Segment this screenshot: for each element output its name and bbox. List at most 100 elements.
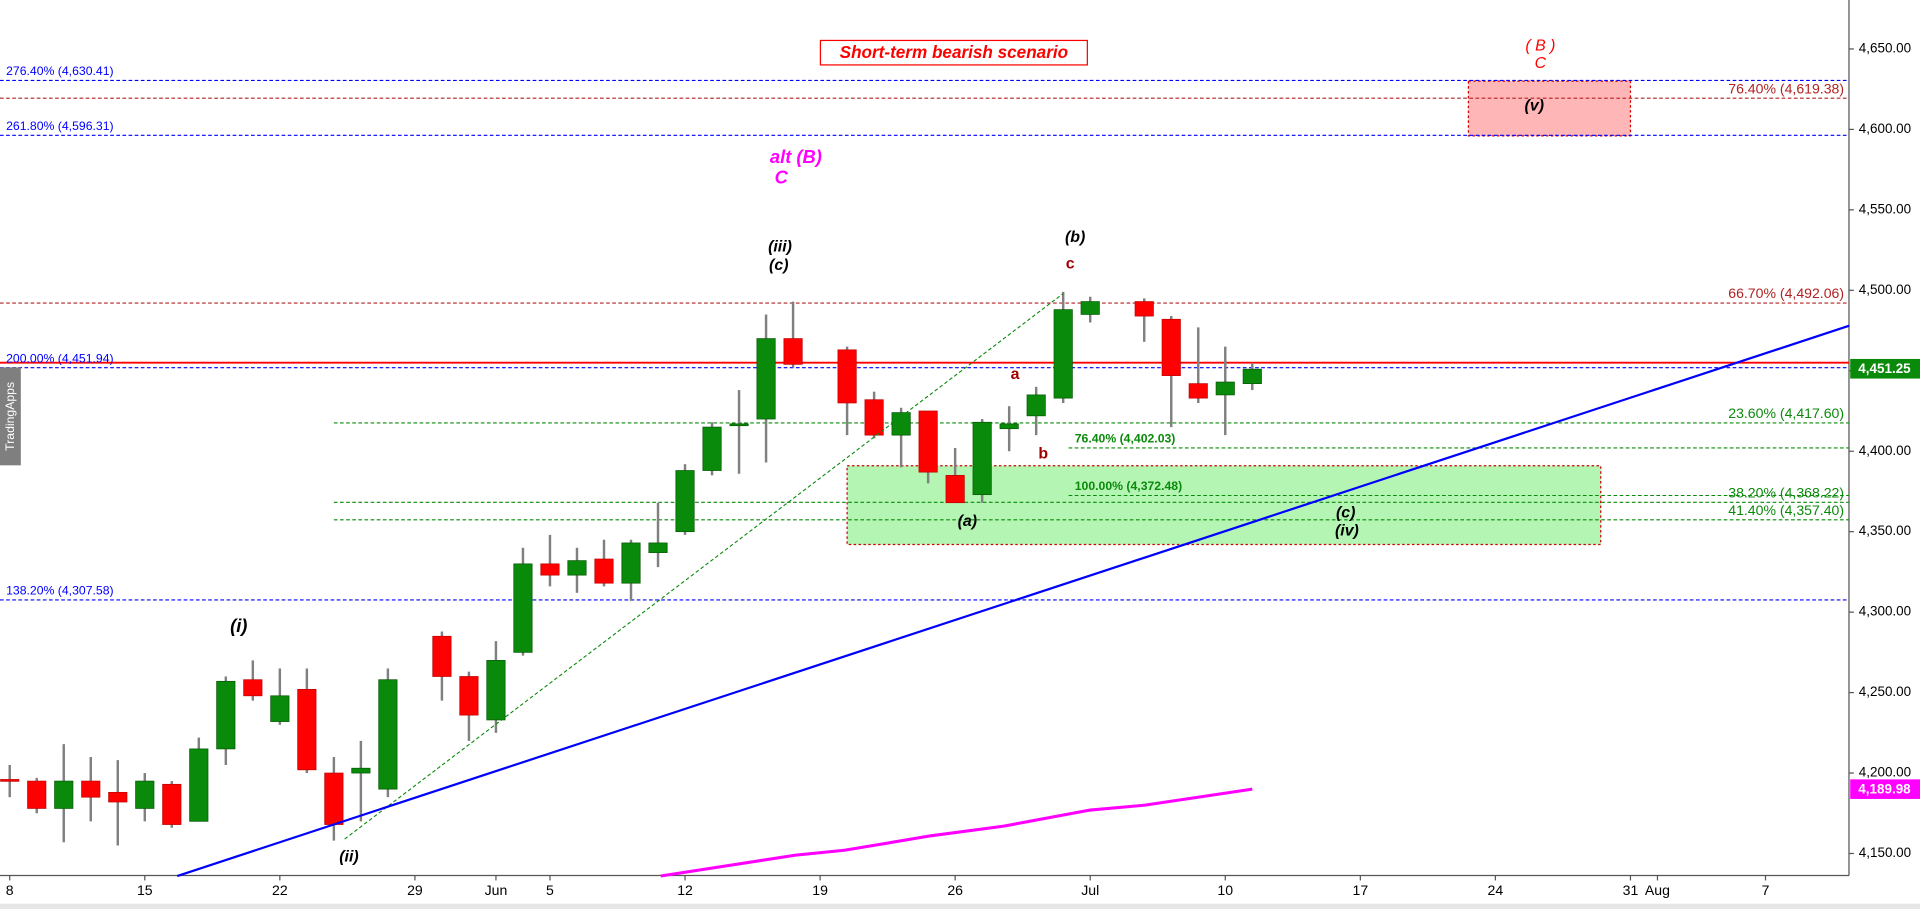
y-tick-label: 4,500.00 <box>1859 282 1911 297</box>
price-tag <box>1850 358 1920 379</box>
candle-body <box>81 780 101 798</box>
zone <box>1467 80 1632 137</box>
level-label: 41.40% (4,357.40) <box>1728 502 1844 518</box>
level-label: 100.00% (4,372.48) <box>1075 479 1182 493</box>
candle-body <box>297 689 317 771</box>
plot-layer <box>0 291 1850 878</box>
candle-body <box>486 660 506 721</box>
level-label: 76.40% (4,619.38) <box>1728 80 1844 96</box>
candle-body <box>648 542 668 553</box>
wave-label: a <box>1011 366 1020 383</box>
x-tick-label: Jun <box>485 882 508 898</box>
wave-label: C <box>1535 55 1547 72</box>
wave-label: (c) <box>1336 504 1355 521</box>
chart-title: Short-term bearish scenario <box>840 42 1068 62</box>
x-tick-label: 5 <box>546 882 554 898</box>
x-tick-label: 24 <box>1488 882 1504 898</box>
candle-body <box>594 558 614 584</box>
x-tick-label: 19 <box>812 882 828 898</box>
x-tick-label: 12 <box>677 882 693 898</box>
candle-body <box>1215 381 1235 396</box>
level-label: 76.40% (4,402.03) <box>1075 432 1176 446</box>
level-label: 66.70% (4,492.06) <box>1728 285 1844 301</box>
candle-body <box>135 780 155 809</box>
candle-body <box>27 780 47 809</box>
wave-label: (i) <box>230 615 247 636</box>
candle-body <box>0 779 20 782</box>
wave-labels: ( B ) C (v) alt (B) C (iii) (c) (b) c a … <box>230 38 1555 866</box>
x-tick-label: 15 <box>137 882 153 898</box>
y-tick-label: 4,550.00 <box>1859 201 1911 216</box>
wave-label: (c) <box>769 257 788 274</box>
candle-body <box>1242 368 1262 385</box>
candle-body <box>216 680 236 750</box>
candle-body <box>567 560 587 576</box>
candle-body <box>189 748 209 822</box>
level-label: 38.20% (4,368.22) <box>1728 485 1844 501</box>
candle-body <box>432 635 452 677</box>
candle-body <box>918 410 938 473</box>
candle-body <box>378 679 398 790</box>
x-tick-label: 26 <box>947 882 963 898</box>
candle-body <box>1053 309 1073 399</box>
candle-body <box>513 563 533 653</box>
price-tag <box>1850 779 1920 799</box>
candle-body <box>1134 301 1154 317</box>
x-tick-label: Jul <box>1081 882 1099 898</box>
candle-body <box>945 474 965 504</box>
candle-body <box>1188 383 1208 399</box>
candle-body <box>783 338 803 365</box>
candle-body <box>756 338 776 420</box>
x-tick-label: 17 <box>1352 882 1368 898</box>
wave-label: (iii) <box>768 239 792 256</box>
dotted-line <box>344 293 1064 840</box>
y-tick-label: 4,150.00 <box>1859 845 1911 860</box>
candle-body <box>243 679 263 697</box>
candle-body <box>864 399 884 436</box>
x-tick-label: 22 <box>272 882 288 898</box>
wave-label: C <box>775 167 789 188</box>
candle-body <box>459 676 479 716</box>
price-tag-label: 4,451.25 <box>1858 361 1911 376</box>
candle-body <box>702 426 722 471</box>
watermark: TradingApps <box>3 382 17 451</box>
candle-body <box>270 695 290 722</box>
wave-label: (b) <box>1065 229 1085 246</box>
wave-label: ( B ) <box>1525 38 1555 55</box>
level-label: 23.60% (4,417.60) <box>1728 405 1844 421</box>
wave-label: (ii) <box>339 848 358 865</box>
x-tick-label: 10 <box>1217 882 1233 898</box>
y-tick-label: 4,350.00 <box>1859 523 1911 538</box>
level-label: 200.00% (4,451.94) <box>6 351 113 365</box>
candle-body <box>162 783 182 825</box>
y-tick-label: 4,200.00 <box>1859 765 1911 780</box>
candle-body <box>999 423 1019 430</box>
level-label: 138.20% (4,307.58) <box>6 584 113 598</box>
candle-body <box>540 563 560 576</box>
candle-body <box>1080 301 1100 315</box>
candle-body <box>324 772 344 825</box>
wave-label: alt (B) <box>770 146 822 167</box>
x-tick-label: 29 <box>407 882 423 898</box>
candle-body <box>675 470 695 533</box>
wave-label: (v) <box>1525 98 1544 115</box>
watermark-box <box>0 367 21 466</box>
candle-body <box>54 780 74 809</box>
candle-body <box>729 423 749 427</box>
trendline <box>176 324 1850 878</box>
price-tag-label: 4,189.98 <box>1858 781 1911 796</box>
y-tick-label: 4,250.00 <box>1859 684 1911 699</box>
title-box <box>819 39 1088 66</box>
candle-body <box>837 349 857 404</box>
candle-body <box>972 421 992 496</box>
level-label: 261.80% (4,596.31) <box>6 119 113 133</box>
candle-body <box>108 791 128 803</box>
wave-label: b <box>1038 446 1048 463</box>
candle-body <box>1161 318 1181 376</box>
x-tick-label: 31 <box>1623 882 1639 898</box>
wave-label: (iv) <box>1335 523 1359 540</box>
y-tick-label: 4,600.00 <box>1859 121 1911 136</box>
